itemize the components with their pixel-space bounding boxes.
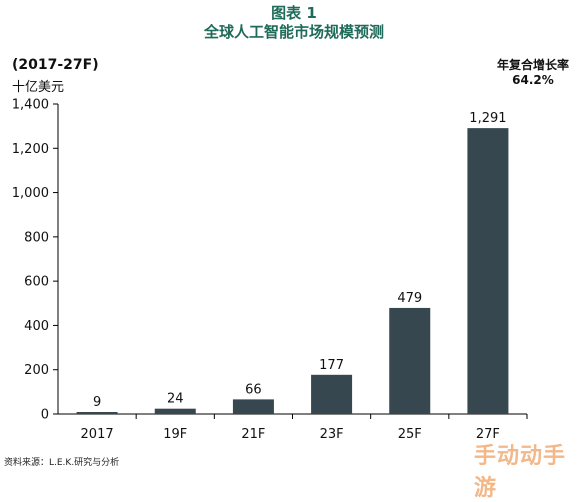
watermark-logo: 手动动手游 <box>474 444 567 501</box>
bar-value-label: 1,291 <box>469 111 506 126</box>
y-tick-label: 400 <box>24 319 49 334</box>
period-label: (2017-27F) <box>12 57 99 73</box>
y-tick-label: 1,000 <box>12 186 49 201</box>
y-axis-unit-label: 十亿美元 <box>12 80 65 95</box>
y-tick-label: 1,200 <box>12 142 49 157</box>
x-tick-label: 2017 <box>81 427 114 442</box>
cagr-value: 64.2% <box>512 73 554 87</box>
bar-value-label: 9 <box>93 395 101 410</box>
bar-value-label: 177 <box>319 358 344 373</box>
x-tick-label: 19F <box>163 427 187 442</box>
bar <box>467 128 509 414</box>
bar <box>311 374 353 414</box>
y-tick-label: 200 <box>24 363 49 378</box>
bar-value-label: 66 <box>245 382 262 397</box>
figure-label: 图表 1 <box>271 4 317 22</box>
source-note: 资料来源：L.E.K.研究与分析 <box>4 458 120 468</box>
bar <box>76 412 118 414</box>
x-tick-label: 27F <box>476 427 500 442</box>
bar-value-label: 479 <box>397 291 422 306</box>
bar-value-label: 24 <box>167 392 184 407</box>
bar <box>232 399 274 414</box>
x-tick-label: 21F <box>241 427 265 442</box>
y-tick-label: 1,400 <box>12 98 49 113</box>
cagr-label: 年复合增长率 <box>496 58 569 72</box>
y-tick-label: 800 <box>24 230 49 245</box>
bar <box>389 307 431 414</box>
y-tick-label: 0 <box>41 408 49 423</box>
bar-chart: 0 200 400 600 800 1,000 1,200 1,400 9 2017 24 19F 66… <box>12 98 528 442</box>
y-tick-label: 600 <box>24 275 49 290</box>
chart-title: 全球人工智能市场规模预测 <box>203 23 384 41</box>
bar <box>154 408 196 414</box>
x-tick-label: 23F <box>320 427 344 442</box>
x-tick-label: 25F <box>398 427 422 442</box>
